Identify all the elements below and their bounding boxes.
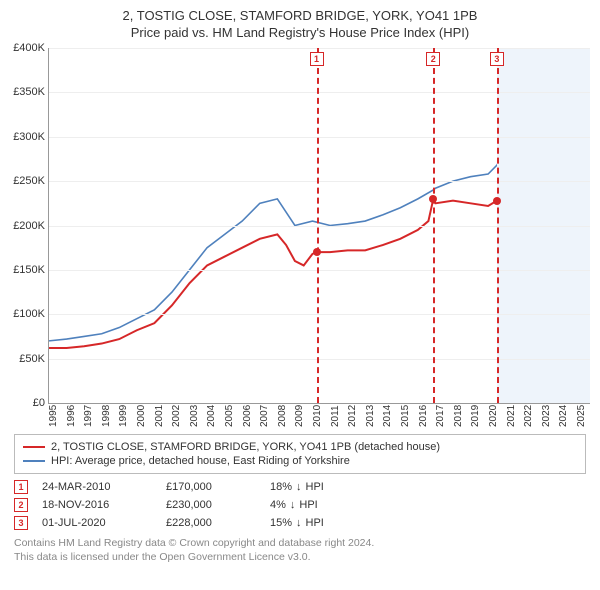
event-row: 2 18-NOV-2016 £230,000 4% ↓HPI (14, 498, 586, 512)
legend-label: 2, TOSTIG CLOSE, STAMFORD BRIDGE, YORK, … (51, 441, 440, 453)
x-tick-label: 2009 (294, 405, 305, 427)
x-tick-label: 2001 (154, 405, 165, 427)
arrow-down-icon: ↓ (290, 499, 296, 511)
event-diff-suffix: HPI (306, 517, 324, 529)
y-tick-label: £400K (13, 42, 45, 54)
event-vs-hpi: 15% ↓ HPI (270, 517, 324, 529)
event-price: £230,000 (166, 499, 256, 511)
event-diff-suffix: HPI (299, 499, 317, 511)
legend-label: HPI: Average price, detached house, East… (51, 455, 350, 467)
arrow-down-icon: ↓ (296, 481, 302, 493)
x-tick-label: 2004 (206, 405, 217, 427)
x-tick-label: 2003 (189, 405, 200, 427)
x-tick-label: 1999 (118, 405, 129, 427)
event-number: 2 (14, 498, 28, 512)
gridline (49, 270, 590, 271)
event-diff-pct: 18% (270, 481, 292, 493)
x-tick-label: 2021 (506, 405, 517, 427)
event-diff-pct: 15% (270, 517, 292, 529)
sale-event-line (317, 48, 319, 403)
x-tick-label: 1997 (83, 405, 94, 427)
y-tick-label: £50K (19, 353, 45, 365)
x-tick-label: 1998 (101, 405, 112, 427)
x-tick-label: 1995 (48, 405, 59, 427)
y-tick-label: £350K (13, 86, 45, 98)
event-number: 1 (14, 480, 28, 494)
legend-swatch (23, 460, 45, 462)
x-tick-label: 2005 (224, 405, 235, 427)
x-tick-label: 2025 (576, 405, 587, 427)
title-line-1: 2, TOSTIG CLOSE, STAMFORD BRIDGE, YORK, … (10, 8, 590, 23)
event-vs-hpi: 18% ↓ HPI (270, 481, 324, 493)
event-vs-hpi: 4% ↓HPI (270, 499, 318, 511)
y-tick-label: £0 (33, 397, 45, 409)
event-table: 124-MAR-2010£170,00018%↓HPI218-NOV-2016£… (14, 480, 586, 530)
legend-item: HPI: Average price, detached house, East… (23, 455, 577, 467)
y-tick-label: £250K (13, 175, 45, 187)
event-row: 3 01-JUL-2020 £228,000 15% ↓ HPI (14, 516, 586, 530)
footer-line-2: This data is licensed under the Open Gov… (14, 550, 586, 564)
x-tick-label: 2019 (470, 405, 481, 427)
sale-event-dot (313, 248, 321, 256)
event-date: 24-MAR-2010 (42, 481, 152, 493)
x-tick-label: 2016 (418, 405, 429, 427)
event-price: £228,000 (166, 517, 256, 529)
x-tick-label: 2020 (488, 405, 499, 427)
x-tick-label: 2013 (365, 405, 376, 427)
chart: £0£50K£100K£150K£200K£250K£300K£350K£400… (48, 48, 590, 428)
event-date: 18-NOV-2016 (42, 499, 152, 511)
gridline (49, 314, 590, 315)
sale-event-dot (493, 197, 501, 205)
x-tick-label: 2007 (259, 405, 270, 427)
gridline (49, 48, 590, 49)
x-tick-label: 2022 (523, 405, 534, 427)
x-axis-labels: 1995 1996 1997 1998 1999 2000 2001 2002 2003 2004… (48, 404, 590, 428)
x-tick-label: 2024 (558, 405, 569, 427)
sale-event-marker: 1 (310, 52, 324, 66)
sale-event-line (497, 48, 499, 403)
chart-title: 2, TOSTIG CLOSE, STAMFORD BRIDGE, YORK, … (0, 0, 600, 44)
legend-swatch (23, 446, 45, 448)
footer-line-1: Contains HM Land Registry data © Crown c… (14, 536, 586, 550)
x-tick-label: 2012 (347, 405, 358, 427)
arrow-down-icon: ↓ (296, 517, 302, 529)
x-tick-label: 2014 (382, 405, 393, 427)
x-tick-label: 2015 (400, 405, 411, 427)
x-tick-label: 2006 (242, 405, 253, 427)
event-number: 3 (14, 516, 28, 530)
event-price: £170,000 (166, 481, 256, 493)
plot-area: £0£50K£100K£150K£200K£250K£300K£350K£400… (48, 48, 590, 404)
x-tick-label: 2017 (435, 405, 446, 427)
y-tick-label: £150K (13, 264, 45, 276)
legend-item: 2, TOSTIG CLOSE, STAMFORD BRIDGE, YORK, … (23, 441, 577, 453)
event-diff-pct: 4% (270, 499, 286, 511)
sale-event-marker: 3 (490, 52, 504, 66)
x-tick-label: 2023 (541, 405, 552, 427)
attribution-footer: Contains HM Land Registry data © Crown c… (14, 536, 586, 564)
x-tick-label: 1996 (66, 405, 77, 427)
event-row: 1 24-MAR-2010 £170,000 18% ↓ HPI (14, 480, 586, 494)
event-date: 01-JUL-2020 (42, 517, 152, 529)
title-line-2: Price paid vs. HM Land Registry's House … (10, 25, 590, 40)
sale-event-marker: 2 (426, 52, 440, 66)
x-tick-label: 2002 (171, 405, 182, 427)
sale-event-dot (429, 195, 437, 203)
gridline (49, 92, 590, 93)
gridline (49, 137, 590, 138)
x-tick-label: 2008 (277, 405, 288, 427)
y-tick-label: £300K (13, 131, 45, 143)
gridline (49, 181, 590, 182)
x-tick-label: 2000 (136, 405, 147, 427)
sale-event-line (433, 48, 435, 403)
x-tick-label: 2011 (330, 405, 341, 427)
y-tick-label: £200K (13, 220, 45, 232)
gridline (49, 226, 590, 227)
legend: 2, TOSTIG CLOSE, STAMFORD BRIDGE, YORK, … (14, 434, 586, 474)
gridline (49, 359, 590, 360)
x-tick-label: 2010 (312, 405, 323, 427)
event-diff-suffix: HPI (306, 481, 324, 493)
y-tick-label: £100K (13, 308, 45, 320)
x-tick-label: 2018 (453, 405, 464, 427)
